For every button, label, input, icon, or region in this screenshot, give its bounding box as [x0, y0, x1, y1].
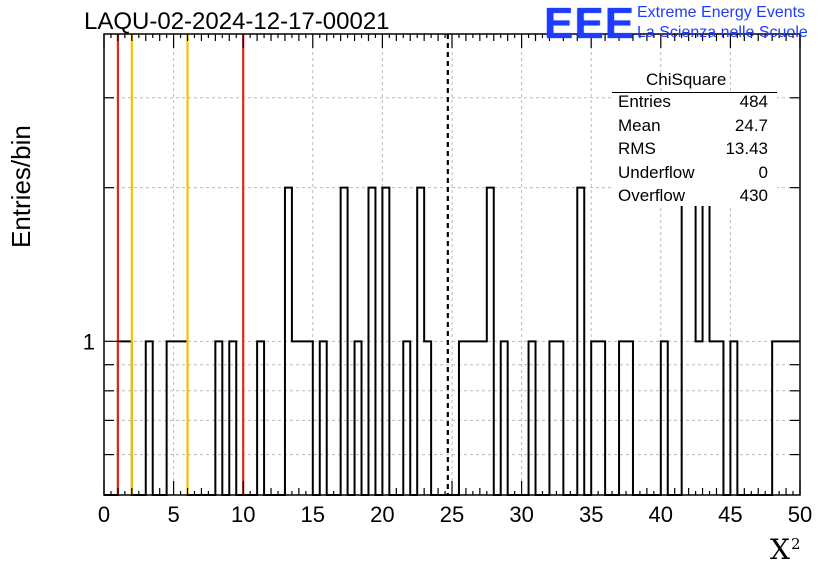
- x-axis-label-text: X: [770, 533, 790, 566]
- x-tick-label: 45: [718, 502, 742, 527]
- x-tick-label: 50: [788, 502, 812, 527]
- stats-divider: [612, 92, 777, 93]
- x-tick-label: 30: [509, 502, 533, 527]
- stats-title: ChiSquare: [646, 70, 727, 89]
- logo-line-1: Extreme Energy Events: [637, 4, 806, 21]
- stat-label: Entries: [618, 92, 671, 111]
- eee-logo: EEE: [544, 0, 636, 48]
- reference-lines-layer: [116, 34, 449, 495]
- x-tick-label: 25: [440, 502, 464, 527]
- stat-value: 484: [739, 92, 768, 111]
- x-tick-label: 35: [579, 502, 603, 527]
- x-axis-label-superscript: 2: [790, 535, 801, 553]
- x-tick-label: 20: [370, 502, 394, 527]
- stats-box: [612, 94, 777, 206]
- stat-value: 430: [739, 186, 768, 205]
- x-tick-label: 10: [231, 502, 255, 527]
- stat-label: Mean: [618, 116, 661, 135]
- stat-label: Overflow: [618, 186, 686, 205]
- stat-value: 24.7: [734, 116, 768, 135]
- x-tick-label: 15: [301, 502, 325, 527]
- x-tick-label: 5: [167, 502, 179, 527]
- x-axis-label: X2: [770, 533, 800, 566]
- stat-value: 13.43: [725, 139, 768, 158]
- ticks-layer: 0 5 10 15 20 25 30 35 40 45 50 1: [83, 34, 812, 527]
- y-axis-label: Entries/bin: [6, 125, 36, 248]
- chart-title: LAQU-02-2024-12-17-00021: [84, 8, 390, 35]
- y-tick-label: 1: [83, 329, 95, 354]
- x-tick-label: 40: [649, 502, 673, 527]
- x-tick-label: 0: [98, 502, 110, 527]
- stat-value: 0: [758, 163, 768, 182]
- stat-label: Underflow: [618, 163, 695, 182]
- stat-label: RMS: [618, 139, 656, 158]
- logo-line-2: La Scienza nelle Scuole: [637, 24, 808, 41]
